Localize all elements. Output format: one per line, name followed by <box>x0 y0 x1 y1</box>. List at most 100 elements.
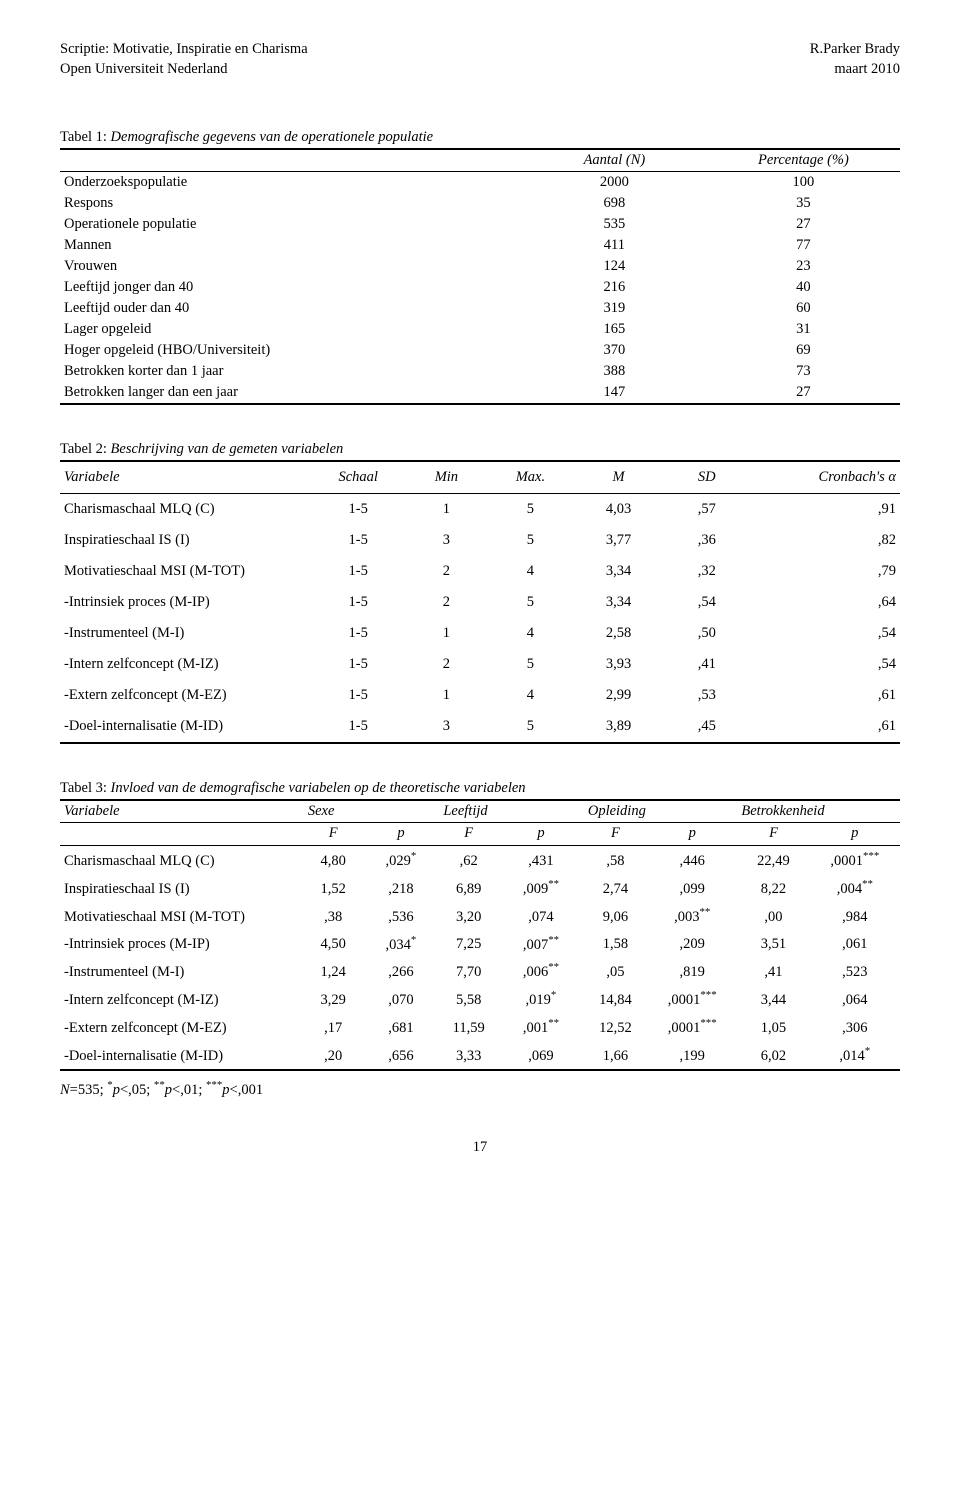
table3-cell-p: ,0001*** <box>810 846 900 874</box>
table3-subhead-5: p <box>647 823 737 846</box>
table3-cell-F: 3,20 <box>439 902 498 930</box>
table3-cell-p: ,070 <box>363 985 440 1013</box>
table2-cell: 1-5 <box>312 711 404 743</box>
table3-row-label: -Instrumenteel (M-I) <box>60 957 304 985</box>
table2-head-4: SD <box>665 461 749 494</box>
header-institution: Open Universiteit Nederland <box>60 60 308 80</box>
table1-cell: 77 <box>707 235 900 256</box>
footnote-t2: <,01; <box>172 1082 206 1098</box>
table2-cell: ,50 <box>665 618 749 649</box>
table3-group-3: Betrokkenheid <box>737 800 900 823</box>
header-date: maart 2010 <box>810 60 900 80</box>
table3-group-2: Opleiding <box>584 800 738 823</box>
table2-cell: 4 <box>488 618 572 649</box>
table1-head-0 <box>60 149 522 172</box>
table1: Aantal (N) Percentage (%) Onderzoekspopu… <box>60 148 900 405</box>
table1-cell: 69 <box>707 340 900 361</box>
table1-cell: 698 <box>522 193 707 214</box>
table3-row-label: Motivatieschaal MSI (M-TOT) <box>60 902 304 930</box>
table3-cell-p: ,0001*** <box>647 1013 737 1041</box>
table2-head-2: Max. <box>488 461 572 494</box>
table3-row-label: -Doel-internalisatie (M-ID) <box>60 1041 304 1070</box>
table2-cell: 1-5 <box>312 618 404 649</box>
table2-cell: 1-5 <box>312 649 404 680</box>
table2: Variabele Schaal Min Max. M SD Cronbach'… <box>60 460 900 744</box>
table3-head-var: Variabele <box>60 800 304 823</box>
table3-row-label: Inspiratieschaal IS (I) <box>60 874 304 902</box>
table2-cell: 2 <box>404 587 488 618</box>
table3-cell-F: 3,51 <box>737 930 809 958</box>
table3-cell-F: 4,80 <box>304 846 363 874</box>
table3-cell-p: ,446 <box>647 846 737 874</box>
table2-cell: 1-5 <box>312 587 404 618</box>
table3-cell-p: ,0001*** <box>647 985 737 1013</box>
table3-cell-F: 1,24 <box>304 957 363 985</box>
footnote-t3: <,001 <box>230 1082 264 1098</box>
table2-cell: 1-5 <box>312 680 404 711</box>
table3-cell-p: ,003** <box>647 902 737 930</box>
table3: Variabele Sexe Leeftijd Opleiding Betrok… <box>60 799 900 1071</box>
table1-cell: 27 <box>707 214 900 235</box>
table2-cell: -Intern zelfconcept (M-IZ) <box>60 649 312 680</box>
table2-cell: ,53 <box>665 680 749 711</box>
table1-cell: 35 <box>707 193 900 214</box>
table2-cell: 5 <box>488 711 572 743</box>
table2-cell: 1 <box>404 680 488 711</box>
table3-cell-p: ,523 <box>810 957 900 985</box>
table2-cell: 3,34 <box>572 587 664 618</box>
footnote-N: N <box>60 1082 70 1098</box>
table3-cell-p: ,004** <box>810 874 900 902</box>
table2-cell: ,32 <box>665 556 749 587</box>
table1-cell: Leeftijd jonger dan 40 <box>60 277 522 298</box>
table1-cell: 388 <box>522 361 707 382</box>
table2-cell: ,61 <box>749 680 900 711</box>
table3-caption-body: Invloed van de demografische variabelen … <box>111 780 526 796</box>
table2-caption-body: Beschrijving van de gemeten variabelen <box>111 441 344 457</box>
table3-cell-p: ,034* <box>363 930 440 958</box>
table3-cell-F: 1,05 <box>737 1013 809 1041</box>
footnote-s2: ** <box>154 1079 165 1091</box>
table3-cell-F: ,20 <box>304 1041 363 1070</box>
table2-cell: 4 <box>488 556 572 587</box>
table1-head-2: Percentage (%) <box>707 149 900 172</box>
table2-cell: 3 <box>404 525 488 556</box>
table1-cell: Mannen <box>60 235 522 256</box>
table3-cell-F: 3,33 <box>439 1041 498 1070</box>
table3-cell-F: 7,70 <box>439 957 498 985</box>
table1-cell: 40 <box>707 277 900 298</box>
table3-subhead-7: p <box>810 823 900 846</box>
table2-cell: Motivatieschaal MSI (M-TOT) <box>60 556 312 587</box>
footnote-pre: =535; <box>70 1082 108 1098</box>
table3-subhead-0: F <box>304 823 363 846</box>
table3-cell-p: ,306 <box>810 1013 900 1041</box>
table3-cell-p: ,009** <box>498 874 584 902</box>
table3-cell-p: ,029* <box>363 846 440 874</box>
table2-head-3: M <box>572 461 664 494</box>
table3-cell-F: ,58 <box>584 846 647 874</box>
table2-caption-prefix: Tabel 2: <box>60 441 111 457</box>
table2-cell: 5 <box>488 587 572 618</box>
table2-cell: 2,99 <box>572 680 664 711</box>
table3-cell-F: 6,89 <box>439 874 498 902</box>
table3-cell-F: ,00 <box>737 902 809 930</box>
table3-cell-p: ,431 <box>498 846 584 874</box>
table3-caption-prefix: Tabel 3: <box>60 780 111 796</box>
table3-cell-F: 14,84 <box>584 985 647 1013</box>
table3-cell-p: ,656 <box>363 1041 440 1070</box>
footnote-p3: p <box>222 1082 229 1098</box>
table3-cell-p: ,014* <box>810 1041 900 1070</box>
table2-cell: ,91 <box>749 494 900 526</box>
table2-cell: ,41 <box>665 649 749 680</box>
footnote-p1: p <box>113 1082 120 1098</box>
header-author: R.Parker Brady <box>810 40 900 60</box>
table3-cell-F: ,17 <box>304 1013 363 1041</box>
table1-cell: 27 <box>707 382 900 404</box>
table3-subhead-6: F <box>737 823 809 846</box>
table3-cell-F: 8,22 <box>737 874 809 902</box>
table3-subhead-1: p <box>363 823 440 846</box>
table1-caption-body: Demografische gegevens van de operatione… <box>111 129 434 145</box>
table1-cell: 73 <box>707 361 900 382</box>
table2-caption: Tabel 2: Beschrijving van de gemeten var… <box>60 441 900 458</box>
footnote-t1: <,05; <box>120 1082 154 1098</box>
table3-cell-F: 11,59 <box>439 1013 498 1041</box>
